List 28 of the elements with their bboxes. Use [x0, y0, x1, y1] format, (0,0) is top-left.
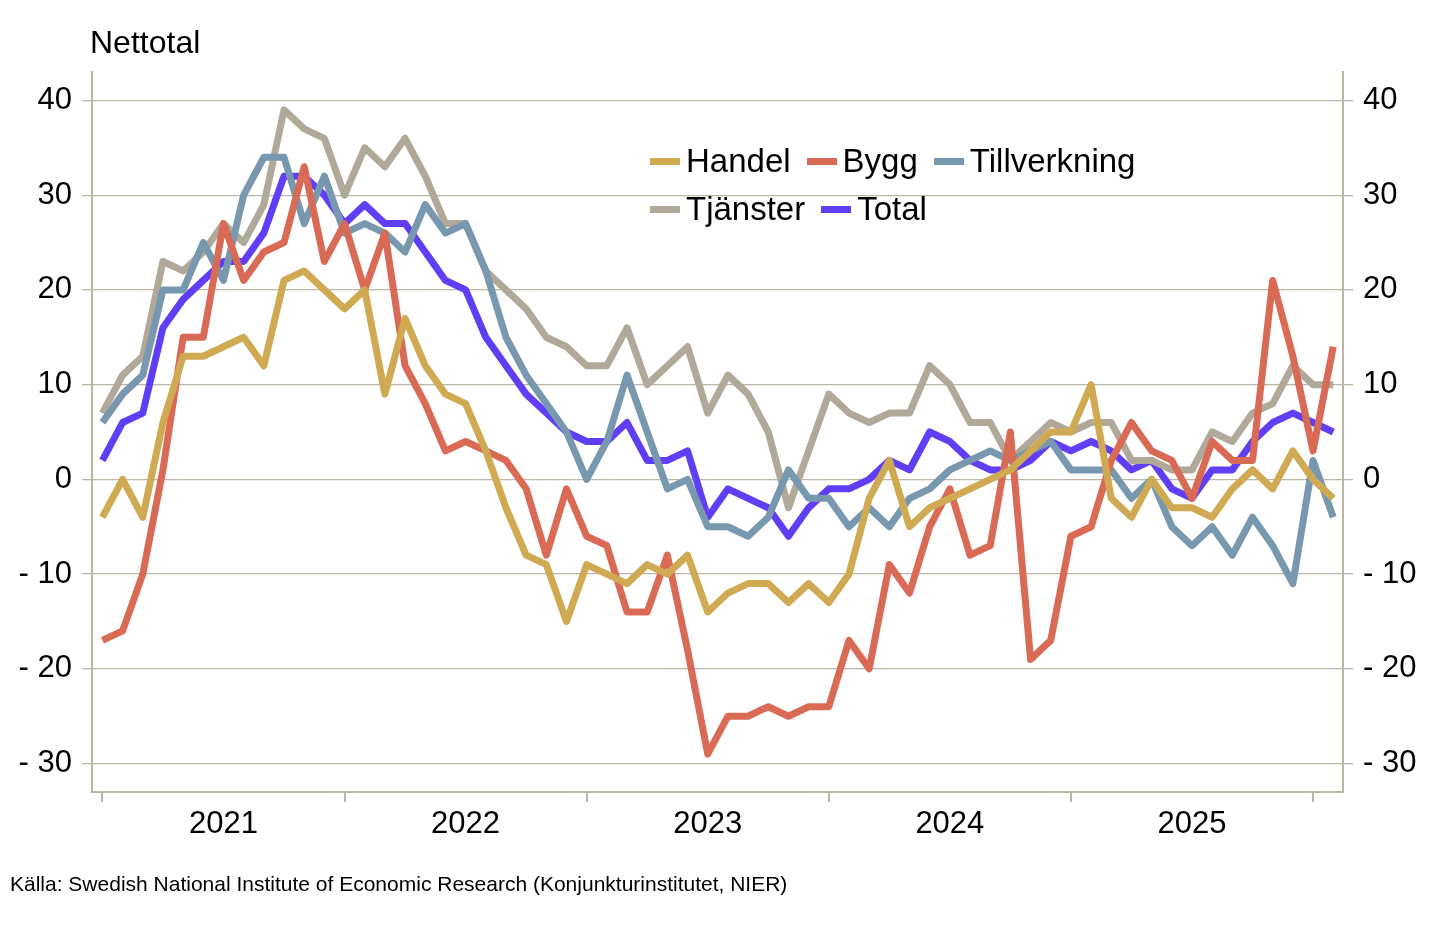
y2-tick-label: - 20 [1363, 649, 1417, 685]
y-tick-label: 30 [37, 175, 72, 211]
legend-label: Tjänster [686, 190, 806, 228]
legend-label: Tillverkning [969, 142, 1136, 180]
y2-tick-label: 10 [1363, 365, 1398, 401]
legend-label: Total [857, 190, 927, 228]
y2-tick-label: - 10 [1363, 554, 1417, 590]
y2-tick-label: - 30 [1363, 744, 1417, 780]
y-tick-label: - 10 [18, 554, 72, 590]
y-axis-title: Nettotal [90, 24, 201, 61]
y-tick-label: - 30 [18, 744, 72, 780]
y-tick-label: - 20 [18, 649, 72, 685]
y2-tick-label: 0 [1363, 459, 1381, 495]
y-tick-label: 10 [37, 365, 72, 401]
legend-label: Handel [686, 142, 791, 180]
y2-tick-label: 40 [1363, 80, 1398, 116]
x-tick-label: 2024 [915, 805, 985, 841]
x-tick-label: 2021 [188, 805, 258, 841]
y-tick-label: 20 [37, 270, 72, 306]
y2-tick-label: 20 [1363, 270, 1398, 306]
x-tick-label: 2025 [1157, 805, 1227, 841]
x-tick-label: 2023 [673, 805, 743, 841]
y2-tick-label: 30 [1363, 175, 1398, 211]
legend-label: Bygg [842, 142, 918, 180]
x-tick-label: 2022 [431, 805, 501, 841]
y-tick-label: 0 [54, 459, 72, 495]
y-tick-label: 40 [37, 80, 72, 116]
text: Källa: Swedish National Institute of Economic Research (Konjunkturinstitutet, NIER) [10, 872, 788, 896]
